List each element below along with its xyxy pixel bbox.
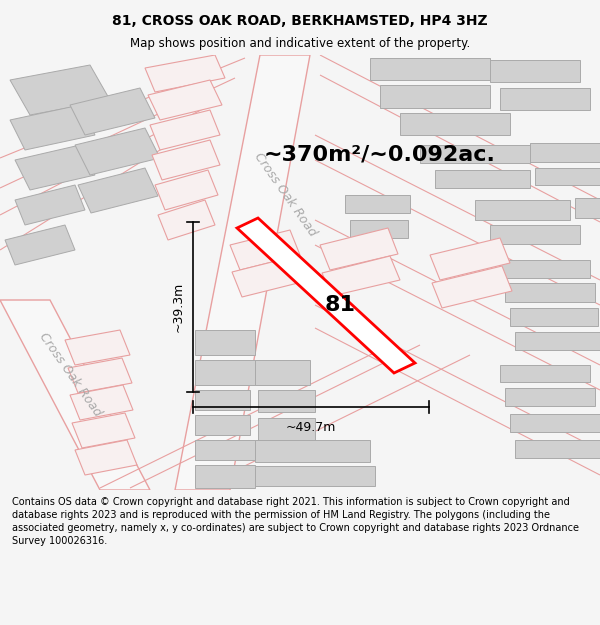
Polygon shape — [232, 257, 302, 297]
Polygon shape — [575, 198, 600, 218]
Polygon shape — [320, 228, 398, 270]
Polygon shape — [505, 283, 595, 302]
Polygon shape — [175, 55, 310, 490]
Polygon shape — [195, 330, 255, 355]
Text: 81, CROSS OAK ROAD, BERKHAMSTED, HP4 3HZ: 81, CROSS OAK ROAD, BERKHAMSTED, HP4 3HZ — [112, 14, 488, 28]
Polygon shape — [155, 170, 218, 210]
Polygon shape — [70, 88, 155, 135]
Polygon shape — [78, 168, 158, 213]
Text: 81: 81 — [325, 295, 355, 315]
Polygon shape — [510, 308, 598, 326]
Polygon shape — [490, 225, 580, 244]
Polygon shape — [15, 145, 95, 190]
Text: ~370m²/~0.092ac.: ~370m²/~0.092ac. — [264, 145, 496, 165]
Polygon shape — [500, 88, 590, 110]
Polygon shape — [510, 414, 600, 432]
Polygon shape — [435, 170, 530, 188]
Text: ~49.7m: ~49.7m — [286, 421, 336, 434]
Polygon shape — [230, 230, 300, 270]
Polygon shape — [5, 225, 75, 265]
Polygon shape — [490, 60, 580, 82]
Polygon shape — [370, 58, 490, 80]
Polygon shape — [515, 440, 600, 458]
Polygon shape — [75, 128, 160, 175]
Polygon shape — [258, 418, 315, 440]
Polygon shape — [158, 200, 215, 240]
Polygon shape — [195, 360, 255, 385]
Polygon shape — [72, 413, 135, 448]
Polygon shape — [500, 260, 590, 278]
Polygon shape — [0, 300, 150, 490]
Polygon shape — [195, 415, 250, 435]
Polygon shape — [322, 256, 400, 296]
Polygon shape — [255, 360, 310, 385]
Polygon shape — [420, 145, 530, 163]
Polygon shape — [258, 390, 315, 412]
Polygon shape — [195, 390, 250, 410]
Polygon shape — [237, 218, 415, 373]
Polygon shape — [150, 110, 220, 150]
Polygon shape — [345, 195, 410, 213]
Polygon shape — [255, 466, 375, 486]
Polygon shape — [430, 238, 510, 280]
Polygon shape — [195, 440, 255, 460]
Polygon shape — [535, 168, 600, 185]
Text: ~39.3m: ~39.3m — [172, 282, 185, 332]
Polygon shape — [15, 185, 85, 225]
Polygon shape — [475, 200, 570, 220]
Polygon shape — [255, 440, 370, 462]
Polygon shape — [68, 358, 132, 393]
Polygon shape — [195, 465, 255, 488]
Text: Map shows position and indicative extent of the property.: Map shows position and indicative extent… — [130, 38, 470, 51]
Polygon shape — [400, 113, 510, 135]
Text: Cross Oak Road: Cross Oak Road — [251, 151, 319, 239]
Polygon shape — [530, 143, 600, 162]
Text: Cross Oak Road: Cross Oak Road — [36, 331, 104, 419]
Polygon shape — [10, 65, 110, 115]
Polygon shape — [65, 330, 130, 365]
Polygon shape — [10, 105, 95, 150]
Polygon shape — [70, 385, 133, 420]
Polygon shape — [75, 440, 137, 475]
Polygon shape — [152, 140, 220, 180]
Polygon shape — [432, 266, 512, 308]
Polygon shape — [500, 365, 590, 382]
Polygon shape — [515, 332, 600, 350]
Polygon shape — [350, 220, 408, 238]
Polygon shape — [380, 85, 490, 108]
Polygon shape — [145, 55, 225, 92]
Text: Contains OS data © Crown copyright and database right 2021. This information is : Contains OS data © Crown copyright and d… — [12, 497, 579, 546]
Polygon shape — [505, 388, 595, 406]
Polygon shape — [148, 80, 222, 120]
